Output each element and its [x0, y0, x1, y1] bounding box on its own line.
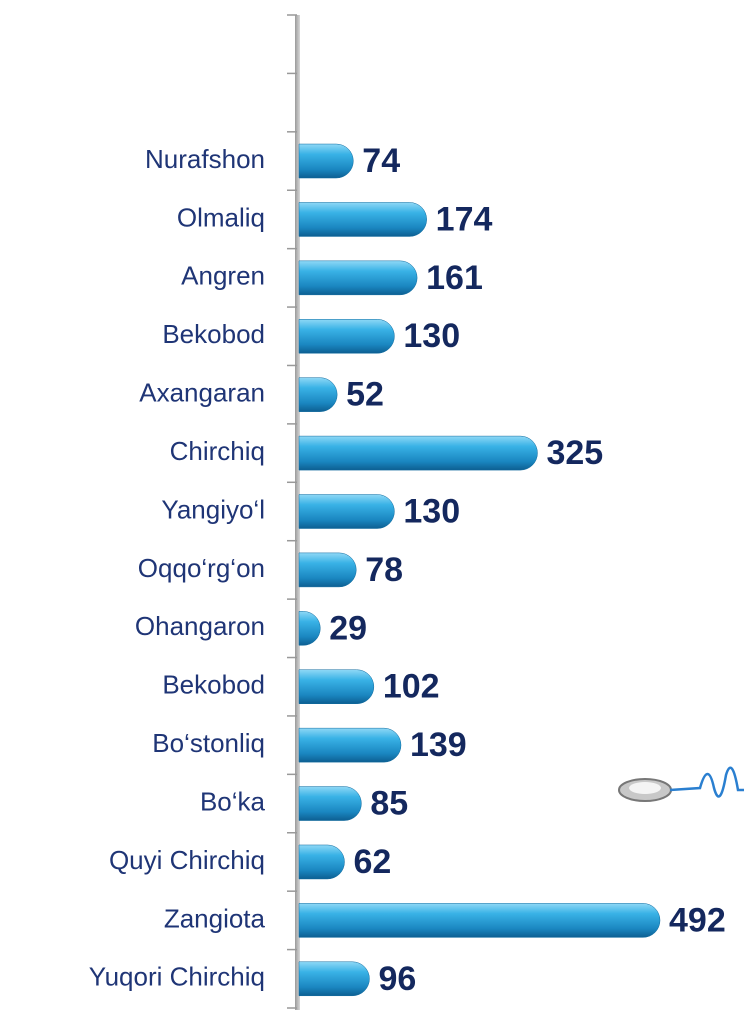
- value-label: 74: [362, 142, 400, 180]
- category-label: Yuqori Chirchiq: [89, 962, 265, 992]
- category-axis: [295, 15, 300, 1010]
- value-label: 85: [370, 785, 408, 823]
- bar: [298, 552, 357, 588]
- bar: [298, 260, 418, 296]
- decoration: [618, 766, 744, 802]
- bar: [298, 143, 354, 179]
- bar: [298, 377, 338, 412]
- value-label: 78: [365, 551, 403, 589]
- value-label: 130: [403, 492, 460, 530]
- bar: [298, 669, 375, 704]
- bar: [298, 611, 321, 646]
- category-label: Angren: [181, 261, 265, 291]
- value-label: 492: [669, 901, 726, 939]
- value-label: 29: [329, 609, 367, 647]
- category-label: Ohangaron: [135, 611, 265, 641]
- bar: [298, 435, 538, 471]
- category-label: Yangiyo‘l: [161, 494, 265, 524]
- category-label: Chirchiq: [170, 436, 265, 466]
- category-label: Olmaliq: [177, 202, 265, 232]
- bar: [298, 903, 661, 938]
- bar: [298, 319, 395, 354]
- value-label: 62: [353, 843, 391, 881]
- category-label: Bekobod: [162, 670, 265, 700]
- bar: [298, 786, 362, 821]
- category-label: Bo‘ka: [200, 786, 266, 816]
- value-label: 52: [346, 376, 384, 414]
- value-label: 96: [378, 960, 416, 998]
- bar: [298, 961, 370, 997]
- value-label: 325: [546, 434, 603, 472]
- value-label: 130: [403, 317, 460, 355]
- value-label: 102: [383, 668, 440, 706]
- category-label: Bo‘stonliq: [152, 728, 265, 758]
- category-label: Nurafshon: [145, 144, 265, 174]
- category-label: Axangaran: [139, 378, 265, 408]
- category-label: Bekobod: [162, 319, 265, 349]
- bar: [298, 727, 402, 763]
- value-label: 161: [426, 259, 483, 297]
- bar: [298, 844, 345, 880]
- category-label: Quyi Chirchiq: [109, 845, 265, 875]
- value-label: 139: [410, 726, 467, 764]
- category-label: Zangiota: [164, 903, 266, 933]
- bar: [298, 202, 427, 237]
- value-label: 174: [436, 200, 493, 238]
- bar: [298, 494, 395, 529]
- category-label: Oqqo‘rg‘on: [138, 553, 265, 583]
